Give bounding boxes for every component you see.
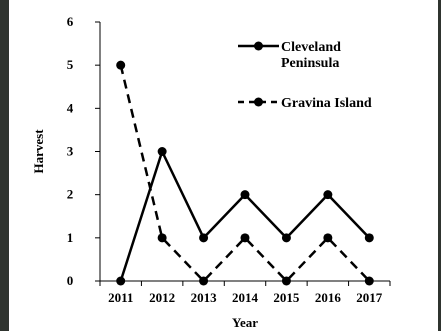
x-tick-label: 2016 [315, 290, 342, 305]
legend-label: Gravina Island [281, 96, 372, 111]
data-point [364, 276, 374, 286]
x-tick-label: 2012 [149, 290, 175, 305]
line-chart: 0 1 2 3 4 5 6 2011 2012 2013 2014 2015 2016 2017 Cle… [31, 14, 391, 330]
y-tick-labels: 0 1 2 3 4 5 6 [67, 14, 74, 288]
series-layer [116, 60, 374, 286]
series-cleveland-peninsula [116, 147, 374, 286]
x-axis-title: Year [232, 315, 258, 330]
legend-label: Cleveland [281, 40, 341, 55]
legend-marker [254, 41, 263, 51]
legend-label: Peninsula [281, 56, 339, 71]
y-tick-label: 3 [67, 144, 74, 159]
data-point [116, 60, 126, 70]
x-tick-label: 2013 [191, 290, 218, 305]
data-point [199, 233, 209, 243]
x-tick-label: 2017 [356, 290, 383, 305]
legend-item: Gravina Island [238, 96, 372, 111]
data-point [116, 276, 126, 286]
x-tick-labels: 2011 2012 2013 2014 2015 2016 2017 [108, 290, 383, 305]
y-tick-label: 5 [67, 57, 74, 72]
y-tick-label: 4 [67, 100, 74, 115]
data-point [240, 190, 250, 200]
data-point [364, 233, 374, 243]
data-point [323, 233, 333, 243]
y-tick-label: 2 [67, 187, 74, 202]
y-axis-title: Harvest [31, 129, 46, 174]
y-tick-label: 0 [67, 273, 74, 288]
data-point [281, 233, 291, 243]
data-point [157, 233, 167, 243]
data-point [199, 276, 209, 286]
chart-area: 0 1 2 3 4 5 6 2011 2012 2013 2014 2015 2016 2017 Cle… [9, 0, 438, 331]
series-gravina-island [116, 60, 374, 286]
data-point [240, 233, 250, 243]
axes [95, 21, 391, 286]
x-tick-label: 2015 [273, 290, 300, 305]
data-point [281, 276, 291, 286]
data-point [157, 147, 167, 156]
y-tick-label: 1 [67, 230, 74, 245]
data-point [323, 190, 333, 200]
y-tick-label: 6 [67, 14, 74, 29]
x-tick-label: 2011 [108, 290, 133, 305]
x-tick-label: 2014 [232, 290, 259, 305]
legend-marker [254, 97, 263, 107]
